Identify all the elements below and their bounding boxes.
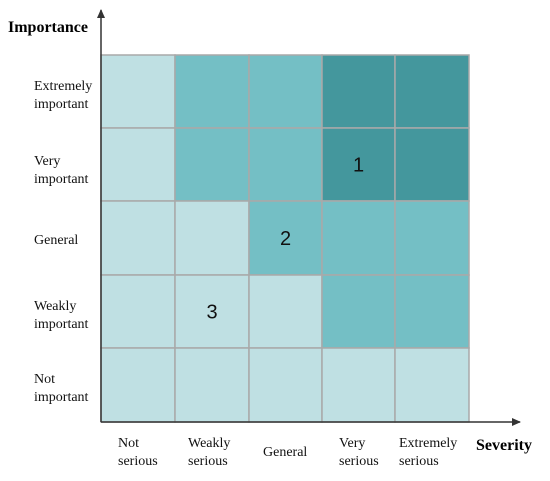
matrix-cell-r0-c4 xyxy=(394,54,470,129)
y-axis-labels: Extremely important Very important General We… xyxy=(34,79,92,405)
matrix-cell-r0-c1 xyxy=(174,54,250,129)
y-axis-label: important xyxy=(34,390,89,405)
matrix-cell-r2-c0 xyxy=(100,200,176,276)
x-axis-label: General xyxy=(263,445,307,460)
x-axis-label: serious xyxy=(399,454,439,469)
x-axis-label: Extremely xyxy=(399,436,457,451)
cell-marker-3: 3 xyxy=(206,302,217,324)
x-axis-label: serious xyxy=(188,454,228,469)
matrix-cell-r4-c3 xyxy=(321,347,396,423)
x-axis-label: Very xyxy=(339,436,365,451)
matrix-cell-r4-c4 xyxy=(394,347,470,423)
matrix-cell-r3-c3 xyxy=(321,274,396,349)
matrix-cell-r2-c4 xyxy=(394,200,470,276)
matrix-cell-r3-c4 xyxy=(394,274,470,349)
matrix-cell-r0-c0 xyxy=(100,54,176,129)
matrix-cell-r1-c4 xyxy=(394,127,470,202)
matrix-cell-r0-c2 xyxy=(248,54,323,129)
y-axis-title: Importance xyxy=(8,19,88,36)
matrix-cell-r3-c1 xyxy=(174,274,250,349)
y-axis-label: important xyxy=(34,317,89,332)
matrix-cell-r4-c1 xyxy=(174,347,250,423)
matrix-cell-r3-c0 xyxy=(100,274,176,349)
matrix-cell-r2-c1 xyxy=(174,200,250,276)
matrix-cells xyxy=(100,54,470,423)
x-axis-label: Not xyxy=(118,436,139,451)
y-axis-label: important xyxy=(34,97,89,112)
x-axis-labels: Not serious Weakly serious General Very seriou… xyxy=(118,436,457,469)
matrix-cell-r2-c3 xyxy=(321,200,396,276)
matrix-cell-r1-c1 xyxy=(174,127,250,202)
y-axis-label: important xyxy=(34,172,89,187)
x-axis-label: serious xyxy=(339,454,379,469)
y-axis-label: Very xyxy=(34,154,60,169)
matrix-cell-r0-c3 xyxy=(321,54,396,129)
matrix-cell-r3-c2 xyxy=(248,274,323,349)
matrix-markers: 1 2 3 xyxy=(206,155,364,324)
y-axis-label: Not xyxy=(34,372,55,387)
y-axis-label: Extremely xyxy=(34,79,92,94)
cell-marker-1: 1 xyxy=(353,155,364,177)
matrix-cell-r1-c0 xyxy=(100,127,176,202)
x-axis-label: serious xyxy=(118,454,158,469)
cell-marker-2: 2 xyxy=(280,228,291,250)
matrix-cell-r4-c0 xyxy=(100,347,176,423)
matrix-cell-r4-c2 xyxy=(248,347,323,423)
y-axis-label: General xyxy=(34,233,78,248)
x-axis-label: Weakly xyxy=(188,436,230,451)
y-axis-label: Weakly xyxy=(34,299,76,314)
matrix-cell-r1-c2 xyxy=(248,127,323,202)
x-axis-title: Severity xyxy=(476,437,532,454)
